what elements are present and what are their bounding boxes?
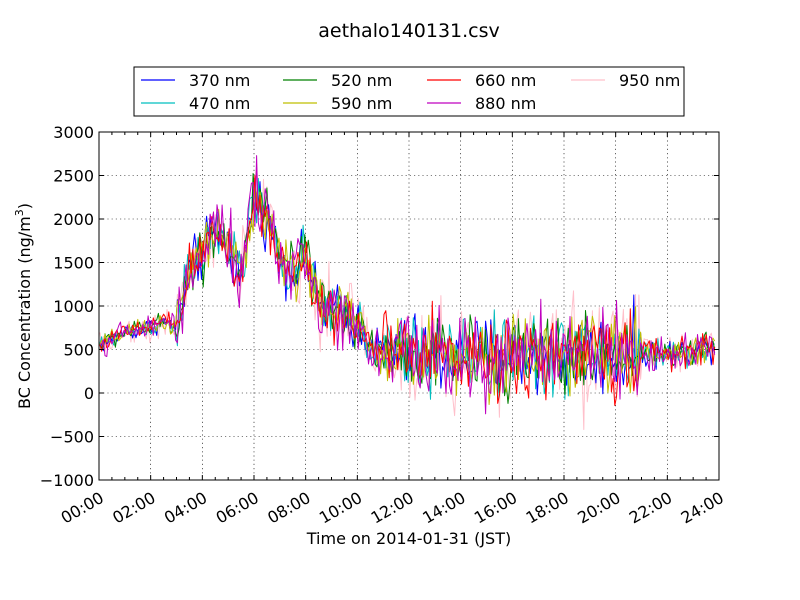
y-tick-label: 500 (63, 341, 94, 360)
legend-label: 950 nm (619, 71, 680, 90)
x-axis-label: Time on 2014-01-31 (JST) (306, 529, 511, 548)
legend-item: 660 nm (427, 71, 536, 90)
legend-item: 520 nm (283, 71, 392, 90)
y-tick-label: −1000 (40, 471, 94, 490)
legend-label: 880 nm (475, 94, 536, 113)
series-line-950-nm (99, 166, 715, 430)
legend-label: 370 nm (189, 71, 250, 90)
x-tick-label: 10:00 (316, 488, 365, 528)
legend-label: 470 nm (189, 94, 250, 113)
chart-title: aethalo140131.csv (318, 20, 500, 42)
legend-item: 370 nm (141, 71, 250, 90)
x-tick-label: 22:00 (626, 488, 675, 528)
x-tick-label: 12:00 (368, 488, 417, 528)
x-tick-label: 00:00 (58, 488, 107, 528)
series-line-660-nm (99, 175, 716, 406)
y-tick-label: 0 (84, 384, 94, 403)
x-tick-label: 18:00 (523, 488, 572, 528)
x-tick-label: 20:00 (574, 488, 623, 528)
y-axis-label-main: BC Concentration (ng/m (15, 216, 34, 409)
grid (99, 132, 719, 480)
legend-label: 520 nm (331, 71, 392, 90)
y-tick-label: 2500 (53, 167, 94, 186)
plot-area (99, 155, 716, 430)
x-tick-label: 16:00 (471, 488, 520, 528)
y-tick-label: −500 (50, 428, 94, 447)
x-tick-label: 02:00 (109, 488, 158, 528)
legend-label: 660 nm (475, 71, 536, 90)
y-tick-label: 1500 (53, 254, 94, 273)
x-tick-label: 24:00 (678, 488, 727, 528)
x-tick-label: 08:00 (264, 488, 313, 528)
y-tick-label: 2000 (53, 210, 94, 229)
legend-label: 590 nm (331, 94, 392, 113)
x-tick-labels: 00:00 02:00 04:00 06:00 08:00 10:00 12:00 14:00… (58, 488, 727, 528)
legend-item: 470 nm (141, 94, 250, 113)
legend-item: 950 nm (571, 71, 680, 90)
y-tick-label: 1000 (53, 297, 94, 316)
y-tick-label: 3000 (53, 123, 94, 142)
series-line-880-nm (99, 155, 716, 415)
x-tick-label: 06:00 (213, 488, 262, 528)
legend-item: 880 nm (427, 94, 536, 113)
x-tick-label: 04:00 (161, 488, 210, 528)
y-axis-label-sup: 3 (13, 209, 26, 216)
legend-item: 590 nm (283, 94, 392, 113)
x-tick-label: 14:00 (419, 488, 468, 528)
axis-ticks (98, 131, 720, 481)
legend-box (133, 66, 685, 117)
legend: 370 nm 470 nm 520 nm 590 nm 660 nm 880 nm 950 … (133, 66, 685, 117)
y-axis-label: BC Concentration (ng/m3) (13, 203, 34, 409)
y-tick-labels: −1000 −500 0 500 1000 1500 2000 2500 3000 (40, 123, 94, 490)
y-axis-label-end: ) (15, 203, 34, 209)
